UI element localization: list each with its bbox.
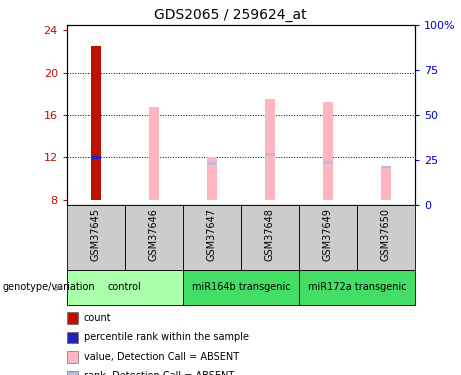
Text: count: count [84, 313, 112, 323]
Text: miR172a transgenic: miR172a transgenic [307, 282, 406, 292]
Text: GSM37645: GSM37645 [91, 208, 101, 261]
Bar [299, 205, 357, 270]
Bar [183, 270, 299, 305]
Bar [357, 205, 415, 270]
Bar [265, 99, 275, 200]
Bar [381, 165, 391, 168]
Bar [67, 351, 78, 363]
Bar [67, 371, 78, 375]
Bar [67, 205, 125, 270]
Bar [323, 102, 333, 200]
Bar [148, 156, 159, 159]
Text: GSM37650: GSM37650 [381, 208, 391, 261]
Text: GDS2065 / 259624_at: GDS2065 / 259624_at [154, 8, 307, 22]
Bar [91, 156, 101, 159]
Bar [265, 153, 275, 156]
Bar [125, 205, 183, 270]
Text: control: control [108, 282, 142, 292]
Bar [148, 106, 159, 200]
Bar [299, 270, 415, 305]
Bar [67, 312, 78, 324]
Text: GSM37647: GSM37647 [207, 208, 217, 261]
Text: percentile rank within the sample: percentile rank within the sample [84, 333, 249, 342]
Bar [207, 162, 217, 165]
Text: genotype/variation: genotype/variation [2, 282, 95, 292]
Bar [323, 161, 333, 164]
Text: miR164b transgenic: miR164b transgenic [192, 282, 290, 292]
Text: GSM37648: GSM37648 [265, 208, 275, 261]
Bar [207, 158, 217, 200]
Bar [67, 332, 78, 343]
Bar [91, 46, 101, 200]
Bar [67, 270, 183, 305]
Text: GSM37646: GSM37646 [149, 208, 159, 261]
Bar [381, 166, 391, 200]
Text: GSM37649: GSM37649 [323, 208, 333, 261]
Bar [241, 205, 299, 270]
Bar [183, 205, 241, 270]
Text: value, Detection Call = ABSENT: value, Detection Call = ABSENT [84, 352, 239, 362]
Text: rank, Detection Call = ABSENT: rank, Detection Call = ABSENT [84, 372, 234, 375]
